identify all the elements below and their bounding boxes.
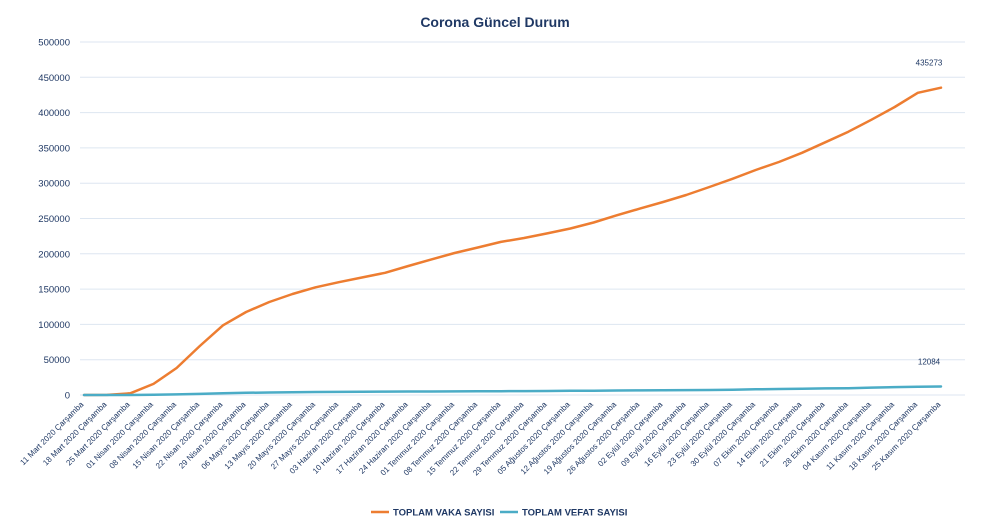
series-line-2 <box>82 385 943 397</box>
y-tick-label: 100000 <box>38 320 70 331</box>
y-tick-label: 200000 <box>38 249 70 260</box>
y-tick-label: 450000 <box>38 73 70 84</box>
y-axis-ticks: 0 50000 100000 150000 200000 250000 300000 3500… <box>38 38 70 402</box>
y-tick-label: 250000 <box>38 214 70 225</box>
y-tick-label: 350000 <box>38 143 70 154</box>
y-tick-label: 50000 <box>44 355 70 366</box>
y-tick-label: 400000 <box>38 108 70 119</box>
data-labels: 435273 12084 <box>916 59 943 367</box>
data-label: 12084 <box>918 357 941 366</box>
legend-label: TOPLAM VEFAT SAYISI <box>522 508 627 519</box>
legend-label: TOPLAM VAKA SAYISI <box>393 508 494 519</box>
legend: TOPLAM VAKA SAYISI TOPLAM VEFAT SAYISI <box>371 508 627 519</box>
y-tick-label: 0 <box>65 391 70 402</box>
y-tick-label: 500000 <box>38 38 70 49</box>
y-tick-label: 300000 <box>38 179 70 190</box>
data-label: 435273 <box>916 59 943 68</box>
gridlines <box>80 41 965 396</box>
chart-title: Corona Güncel Durum <box>420 14 569 30</box>
y-tick-label: 150000 <box>38 285 70 296</box>
series-line-1 <box>82 86 943 397</box>
series-lines <box>82 86 943 397</box>
